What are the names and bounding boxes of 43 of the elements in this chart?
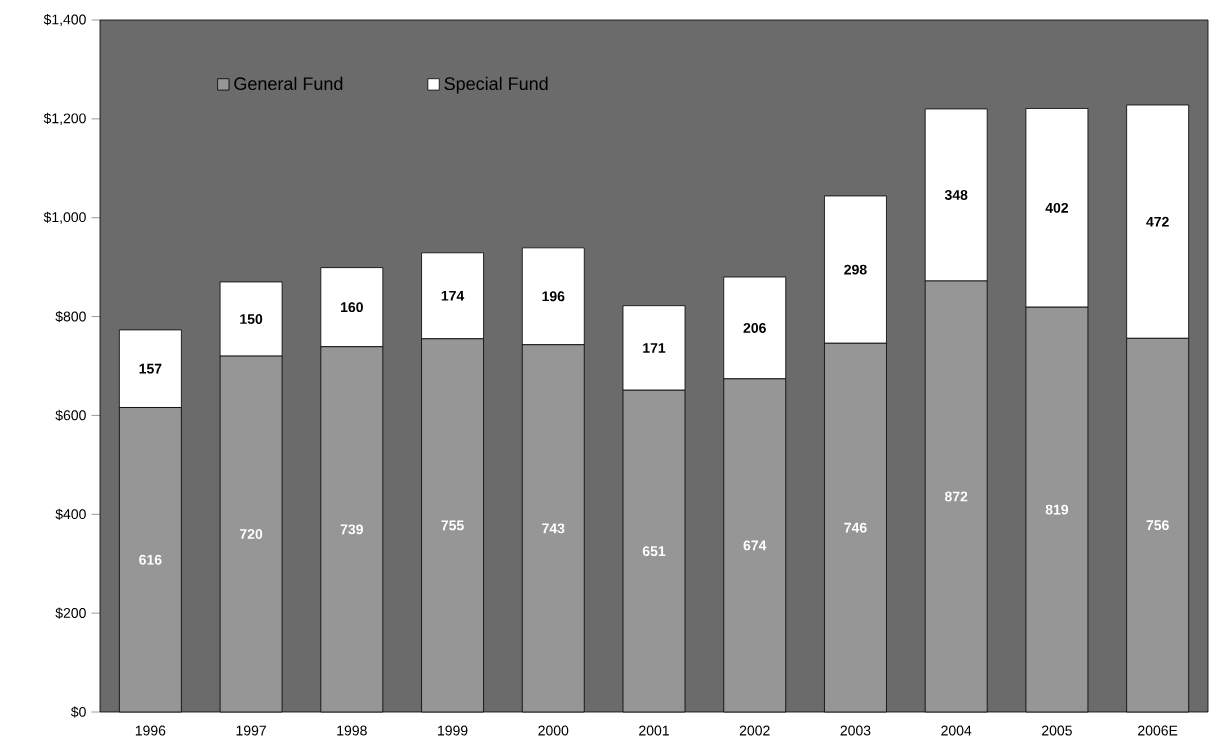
y-tick-label: $800: [55, 310, 86, 323]
y-tick-label: $600: [55, 409, 86, 422]
x-tick-label: 2000: [538, 725, 569, 736]
y-tick-label: $200: [55, 607, 86, 619]
data-label: 739: [340, 524, 363, 535]
data-label: 160: [341, 302, 363, 313]
data-label: 196: [542, 291, 565, 302]
data-label: 616: [139, 554, 162, 565]
legend-label: Special Fund: [444, 76, 548, 94]
data-label: 674: [743, 540, 767, 551]
data-label: 171: [643, 343, 666, 353]
x-tick-label: 2002: [739, 725, 770, 736]
y-tick-label: $1,000: [43, 211, 86, 224]
y-tick-label: $1,200: [43, 112, 86, 125]
data-label: 402: [1045, 202, 1069, 213]
data-label: 298: [844, 264, 867, 275]
x-tick-label: 2005: [1042, 725, 1072, 736]
y-tick-label: $1,400: [43, 13, 86, 27]
data-label: 746: [844, 522, 867, 533]
data-label: 157: [139, 363, 162, 374]
data-label: 756: [1146, 520, 1169, 531]
data-label: 819: [1045, 504, 1069, 515]
data-label: 743: [542, 523, 565, 534]
data-label: 348: [944, 190, 968, 200]
x-tick-label: 1999: [438, 725, 468, 736]
x-tick-label: 1996: [135, 725, 166, 736]
data-label: 472: [1146, 216, 1169, 227]
x-tick-label: 2001: [639, 725, 669, 736]
data-label: 150: [240, 314, 263, 324]
x-tick-label: 2003: [840, 725, 871, 736]
data-label: 174: [441, 290, 465, 301]
data-label: 206: [743, 323, 766, 333]
y-tick-label: $0: [70, 706, 86, 718]
x-tick-label: 2006E: [1138, 725, 1178, 736]
legend-label: General Fund: [234, 76, 343, 91]
x-tick-label: 1997: [236, 725, 266, 736]
x-tick-label: 2004: [941, 725, 972, 736]
data-label: 872: [944, 491, 968, 502]
data-label: 755: [441, 520, 464, 531]
data-label: 720: [240, 529, 263, 539]
data-label: 651: [642, 546, 666, 557]
x-tick-label: 1998: [337, 725, 367, 736]
y-tick-label: $400: [55, 508, 86, 520]
